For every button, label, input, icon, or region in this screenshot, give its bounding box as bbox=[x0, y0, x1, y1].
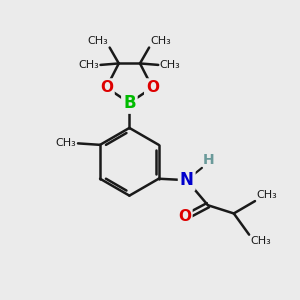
Text: CH₃: CH₃ bbox=[256, 190, 277, 200]
Text: CH₃: CH₃ bbox=[150, 36, 171, 46]
Text: CH₃: CH₃ bbox=[159, 60, 180, 70]
Text: O: O bbox=[178, 209, 191, 224]
Text: N: N bbox=[180, 171, 194, 189]
Text: CH₃: CH₃ bbox=[88, 36, 109, 46]
Text: B: B bbox=[123, 94, 136, 112]
Text: H: H bbox=[203, 153, 215, 166]
Text: O: O bbox=[146, 80, 159, 95]
Text: CH₃: CH₃ bbox=[79, 60, 99, 70]
Text: CH₃: CH₃ bbox=[56, 138, 76, 148]
Text: O: O bbox=[100, 80, 113, 95]
Text: CH₃: CH₃ bbox=[250, 236, 271, 246]
